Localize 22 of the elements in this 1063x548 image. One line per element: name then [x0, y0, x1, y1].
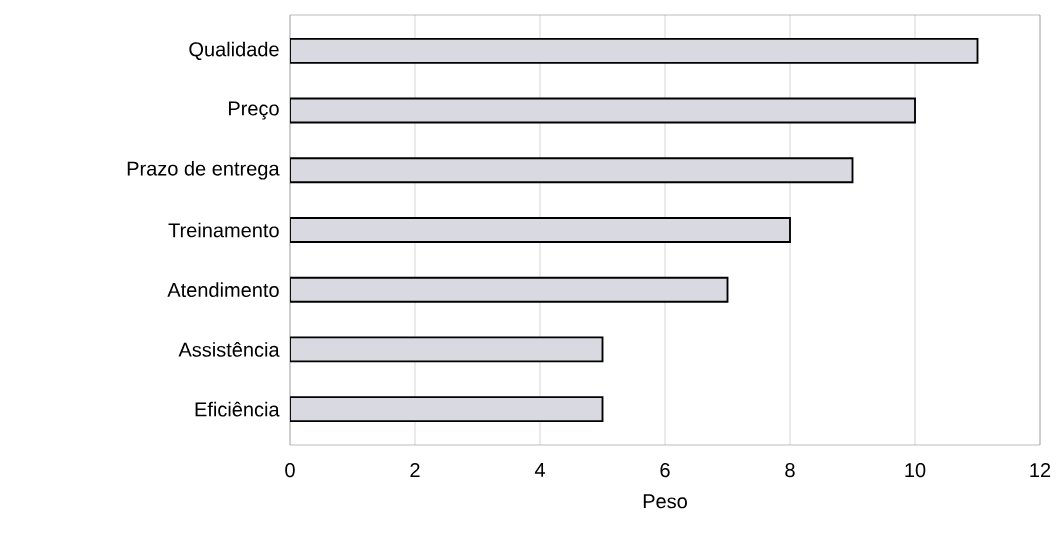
- x-tick-label: 4: [534, 463, 545, 477]
- x-tick-label: 0: [285, 463, 295, 478]
- x-tick-label: 8: [785, 463, 795, 478]
- bar: [290, 336, 604, 363]
- x-tick-label: 10: [905, 463, 926, 478]
- y-tick-label: Preço: [228, 101, 279, 120]
- bar: [290, 157, 854, 184]
- y-tick-label: Assistência: [178, 342, 280, 357]
- x-tick-label: 2: [410, 463, 420, 477]
- x-axis-title: Peso: [643, 494, 687, 509]
- bar: [290, 396, 604, 423]
- bar: [290, 37, 979, 64]
- bar: [290, 217, 791, 243]
- y-tick-label: Eficiência: [195, 401, 280, 417]
- y-tick-label: Prazo de entrega: [127, 160, 280, 180]
- y-tick-label: Treinamento: [168, 222, 279, 238]
- x-tick-label: 6: [660, 463, 670, 478]
- y-tick-label: Qualidade: [189, 41, 279, 60]
- bar: [290, 276, 729, 303]
- x-tick-label: 12: [1030, 463, 1051, 477]
- y-tick-label: Atendimento: [167, 282, 279, 298]
- bar: [290, 97, 916, 124]
